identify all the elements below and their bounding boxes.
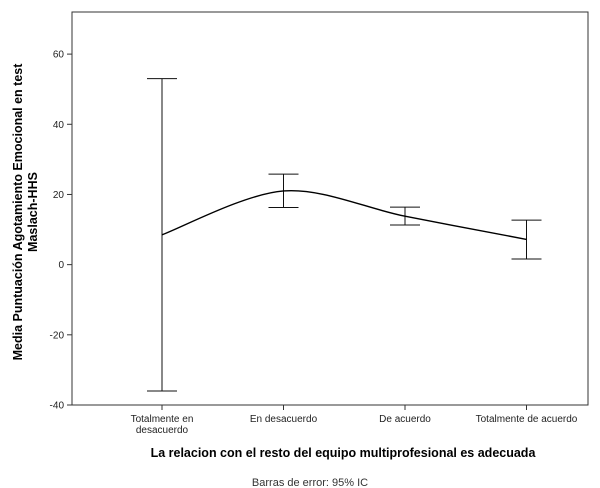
y-tick-label: -20 [50, 330, 65, 341]
y-tick-label: 60 [53, 50, 65, 61]
x-tick-label: En desacuerdo [250, 414, 318, 425]
y-tick-label: 40 [53, 120, 65, 131]
y-tick-label: 0 [58, 260, 64, 271]
x-axis-title: La relacion con el resto del equipo mult… [151, 446, 537, 460]
y-axis: -40 -20 0 20 40 60 [50, 50, 72, 412]
x-tick-label: Totalmente en desacuerdo [131, 414, 194, 436]
x-tick-label: De acuerdo [379, 414, 431, 425]
x-tick-label: Totalmente de acuerdo [476, 414, 578, 425]
x-axis: Totalmente en desacuerdo En desacuerdo De a… [131, 405, 578, 436]
y-tick-label: -40 [50, 401, 65, 412]
y-axis-title-line-1: Media Puntuación Agotamiento Emocional e… [11, 63, 25, 361]
y-axis-title-line-2: Maslach-HHS [26, 172, 40, 252]
y-tick-label: 20 [53, 190, 65, 201]
plot-area [71, 11, 589, 406]
mean-line [161, 189, 527, 241]
error-bar-note: Barras de error: 95% IC [252, 477, 368, 488]
